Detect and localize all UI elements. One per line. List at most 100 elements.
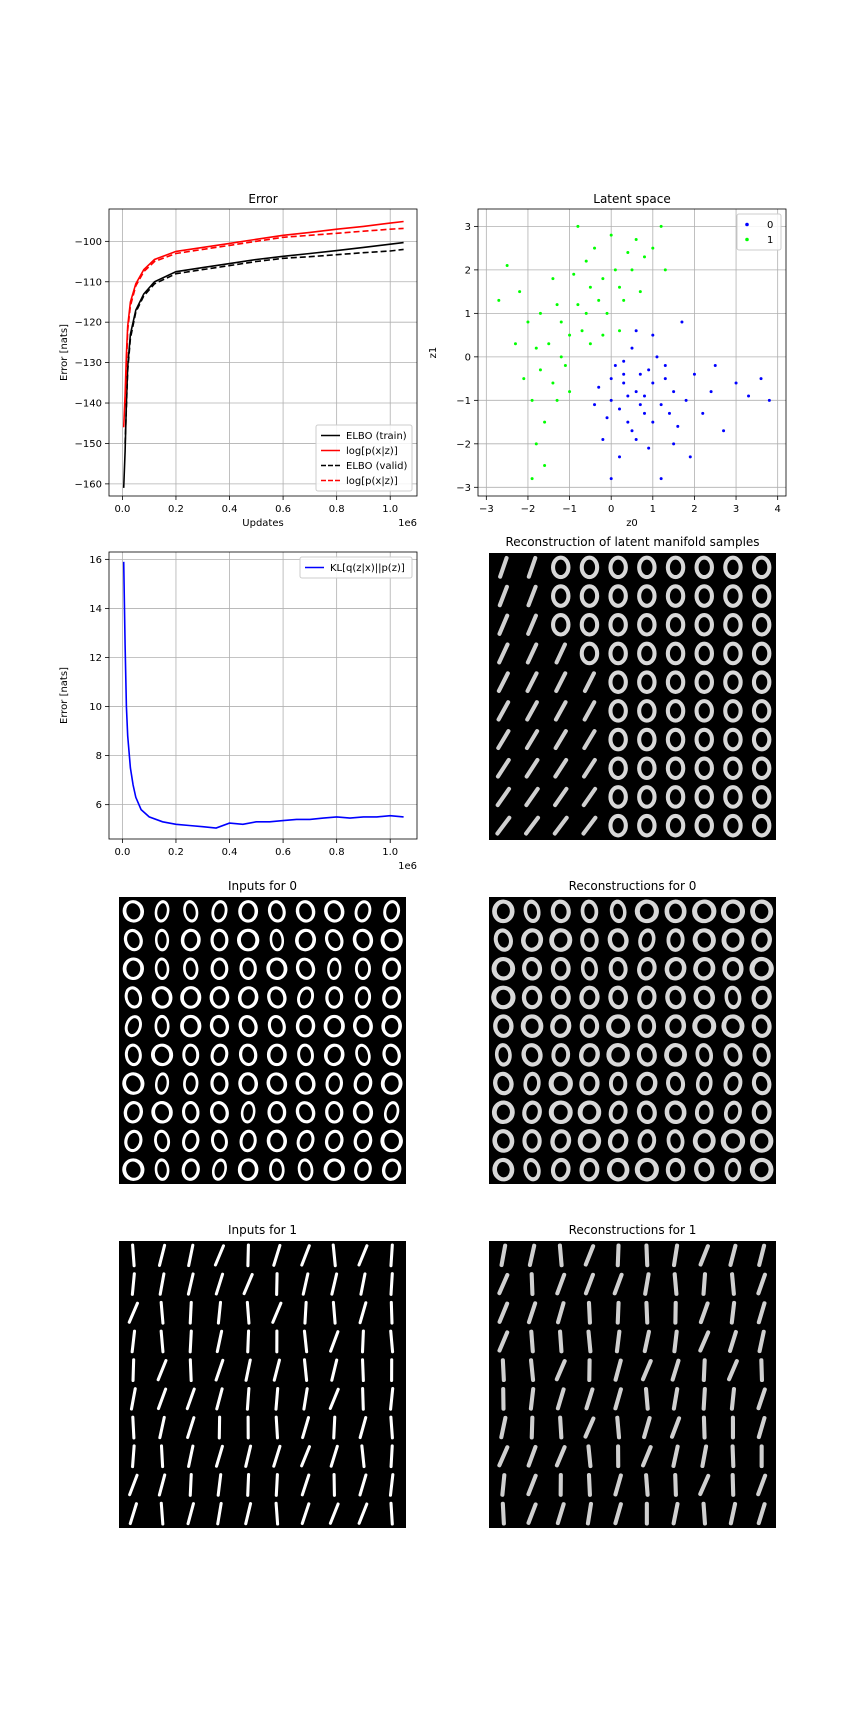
image-panel-3: Inputs for 1 — [119, 1223, 406, 1528]
scatter-point-0 — [609, 377, 613, 381]
image-panel-background — [119, 897, 406, 1184]
scatter-point-1 — [576, 224, 580, 228]
axes-frame — [108, 551, 418, 840]
scatter-point-0 — [688, 455, 692, 459]
scatter-point-1 — [538, 311, 542, 315]
y-tick-label: −3 — [456, 483, 471, 494]
scatter-point-0 — [747, 394, 751, 398]
image-panel-background — [489, 1241, 776, 1528]
scatter-point-0 — [622, 381, 626, 385]
y-axis-label: z1 — [428, 347, 439, 359]
scatter-point-1 — [559, 320, 563, 324]
scatter-point-1 — [580, 329, 584, 333]
scatter-point-1 — [555, 303, 559, 307]
scatter-point-1 — [505, 264, 509, 268]
scatter-point-1 — [584, 311, 588, 315]
scatter-point-0 — [613, 364, 617, 368]
scatter-point-1 — [538, 368, 542, 372]
scatter-point-0 — [601, 437, 605, 441]
scatter-point-1 — [534, 442, 538, 446]
y-tick-label: 14 — [89, 604, 102, 615]
scatter-point-0 — [709, 390, 713, 394]
scatter-point-0 — [655, 355, 659, 359]
scatter-point-0 — [672, 390, 676, 394]
legend-marker — [745, 237, 749, 242]
scatter-point-0 — [647, 446, 651, 450]
x-tick-label: 1 — [650, 504, 656, 515]
x-tick-label: 1.0 — [382, 847, 398, 858]
scatter-point-0 — [630, 346, 634, 350]
scatter-point-1 — [568, 333, 572, 337]
axes-frame — [108, 208, 418, 497]
scatter-point-1 — [526, 320, 530, 324]
scatter-point-1 — [572, 272, 576, 276]
scatter-point-1 — [609, 233, 613, 237]
scatter-point-0 — [605, 416, 609, 420]
chart-2: 0.0 0.2 0.4 0.6 0.8 1.0 6 8 10 12 14 16 Error [nats]… — [59, 551, 418, 872]
chart-title: Latent space — [593, 192, 670, 206]
x-tick-label: 0.0 — [114, 847, 130, 858]
scatter-point-1 — [513, 342, 517, 346]
x-tick-label: −1 — [562, 504, 577, 515]
y-tick-label: −2 — [456, 439, 471, 450]
y-tick-label: 2 — [465, 265, 471, 276]
scatter-point-0 — [638, 372, 642, 376]
image-panel-2: Reconstructions for 0 — [489, 879, 776, 1184]
scatter-point-1 — [638, 290, 642, 294]
scatter-point-0 — [713, 364, 717, 368]
scatter-point-0 — [634, 437, 638, 441]
y-tick-label: −120 — [75, 318, 102, 329]
image-panel-title: Inputs for 1 — [228, 1223, 297, 1237]
scatter-point-1 — [622, 298, 626, 302]
scatter-point-0 — [630, 429, 634, 433]
scatter-point-1 — [597, 298, 601, 302]
scatter-point-0 — [647, 368, 651, 372]
plot-area — [122, 561, 404, 829]
x-tick-label: −3 — [479, 504, 494, 515]
x-tick-label: 1.0 — [382, 504, 398, 515]
chart-0: 0.0 0.2 0.4 0.6 0.8 1.0 −160 −150 −140 −130 −120 −1… — [59, 192, 418, 529]
scatter-point-0 — [622, 372, 626, 376]
scatter-point-1 — [497, 298, 501, 302]
scatter-point-0 — [626, 420, 630, 424]
x-offset-label: 1e6 — [398, 861, 417, 872]
y-tick-label: −140 — [75, 399, 102, 410]
legend-box — [736, 213, 782, 251]
scatter-point-0 — [663, 364, 667, 368]
image-panel-0: Reconstruction of latent manifold sample… — [489, 535, 776, 840]
x-tick-label: 0 — [608, 504, 614, 515]
scatter-point-1 — [534, 346, 538, 350]
scatter-point-0 — [597, 385, 601, 389]
image-panel-background — [119, 1241, 406, 1528]
scatter-point-0 — [634, 390, 638, 394]
legend: KL[q(z|x)||p(z)] — [299, 556, 413, 579]
x-tick-label: 2 — [691, 504, 697, 515]
legend-label: log[p(x|z)] — [346, 446, 398, 457]
scatter-point-1 — [626, 250, 630, 254]
scatter-point-1 — [576, 303, 580, 307]
scatter-point-0 — [634, 329, 638, 333]
series-line-1 — [122, 220, 404, 428]
legend-box — [315, 424, 413, 492]
image-panel-title: Reconstructions for 1 — [569, 1223, 697, 1237]
scatter-point-1 — [547, 342, 551, 346]
scatter-point-1 — [613, 268, 617, 272]
y-tick-label: 10 — [89, 702, 102, 713]
y-tick-label: −110 — [75, 277, 102, 288]
scatter-point-0 — [642, 394, 646, 398]
image-panel-background — [489, 897, 776, 1184]
scatter-point-0 — [642, 411, 646, 415]
scatter-point-1 — [601, 333, 605, 337]
plot-area — [497, 224, 771, 481]
scatter-point-1 — [563, 364, 567, 368]
scatter-point-1 — [642, 255, 646, 259]
legend-label: ELBO (valid) — [346, 461, 407, 472]
scatter-point-0 — [651, 381, 655, 385]
scatter-point-0 — [759, 377, 763, 381]
x-tick-label: 0.8 — [329, 847, 345, 858]
scatter-point-1 — [659, 224, 663, 228]
y-axis-label: Error [nats] — [59, 324, 70, 381]
x-tick-label: −2 — [521, 504, 536, 515]
y-tick-label: 3 — [465, 222, 471, 233]
